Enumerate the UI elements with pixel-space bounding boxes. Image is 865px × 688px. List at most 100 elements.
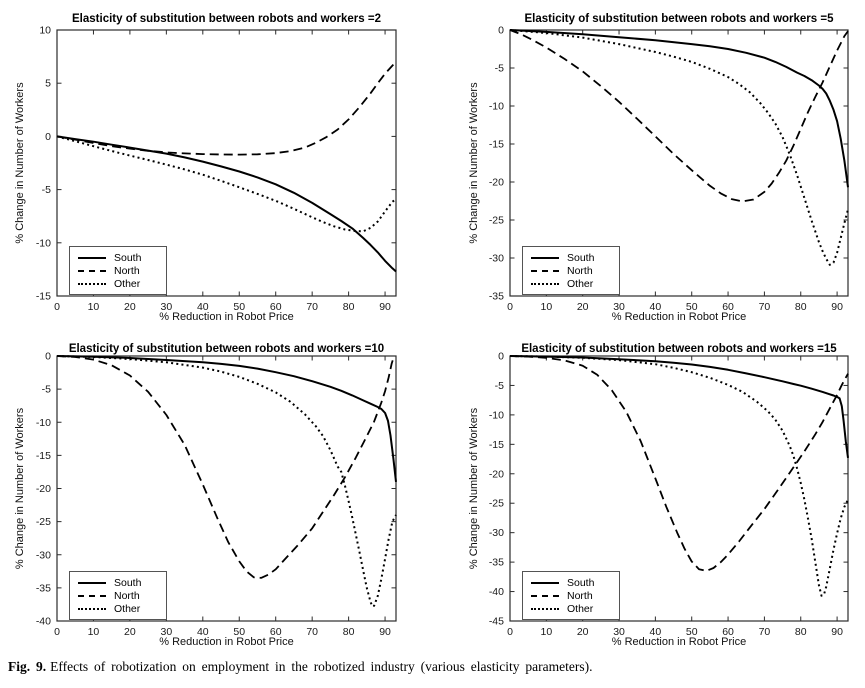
svg-text:-25: -25 <box>36 516 51 528</box>
dotted-line-sample <box>531 607 559 610</box>
svg-text:-30: -30 <box>489 253 504 265</box>
svg-text:0: 0 <box>498 25 504 37</box>
svg-text:90: 90 <box>831 301 843 313</box>
svg-text:-10: -10 <box>36 237 51 249</box>
x-axis-label: % Reduction in Robot Price <box>159 636 294 648</box>
svg-text:40: 40 <box>197 626 209 638</box>
svg-text:-10: -10 <box>489 101 504 113</box>
svg-text:-20: -20 <box>489 468 504 480</box>
dashed-line-sample <box>531 269 559 272</box>
legend-item-north: North <box>523 264 619 277</box>
svg-text:0: 0 <box>54 626 60 638</box>
svg-text:0: 0 <box>507 301 513 313</box>
line-chart: 0 10 20 30 40 50 60 70 80 90 0 -5 -10 -15 -20 -25 -30 -35… <box>489 351 849 638</box>
svg-text:10: 10 <box>541 301 553 313</box>
svg-text:30: 30 <box>613 301 625 313</box>
svg-text:50: 50 <box>233 301 245 313</box>
subplot-elasticity-10: Elasticity of substitution between robot… <box>0 343 432 654</box>
svg-text:90: 90 <box>831 626 843 638</box>
svg-text:5: 5 <box>45 78 51 90</box>
solid-line-sample <box>531 581 559 584</box>
svg-text:80: 80 <box>795 301 807 313</box>
svg-text:-25: -25 <box>489 215 504 227</box>
legend-item-south: South <box>70 251 166 264</box>
svg-text:60: 60 <box>270 626 282 638</box>
svg-text:40: 40 <box>197 301 209 313</box>
legend-item-other: Other <box>523 277 619 290</box>
caption-label: Fig. 9. <box>8 659 47 674</box>
svg-text:-5: -5 <box>495 380 504 392</box>
legend-label: North <box>567 589 593 602</box>
chart-title: Elasticity of substitution between robot… <box>524 13 834 25</box>
svg-text:40: 40 <box>650 301 662 313</box>
solid-line-sample <box>78 581 106 584</box>
svg-text:80: 80 <box>343 301 355 313</box>
legend-item-other: Other <box>70 277 166 290</box>
legend-label: Other <box>114 277 141 290</box>
svg-text:-15: -15 <box>36 291 51 303</box>
svg-text:40: 40 <box>650 626 662 638</box>
svg-text:-10: -10 <box>36 417 51 429</box>
legend-item-other: Other <box>523 602 619 615</box>
legend-item-south: South <box>523 576 619 589</box>
legend-label: South <box>114 576 142 589</box>
legend-label: Other <box>567 277 594 290</box>
line-chart: 0 10 20 30 40 50 60 70 80 90 0 -5 -10 -15 -20 -25 -30 -35… <box>36 351 397 638</box>
svg-text:-5: -5 <box>495 63 504 75</box>
svg-text:-5: -5 <box>42 184 51 196</box>
subplot-elasticity-2: Elasticity of substitution between robot… <box>0 0 432 344</box>
svg-text:90: 90 <box>379 626 391 638</box>
svg-text:70: 70 <box>759 626 771 638</box>
legend-item-other: Other <box>70 602 166 615</box>
figure-caption: Fig. 9. Effects of robotization on employ… <box>8 659 592 675</box>
dotted-line-sample <box>78 607 106 610</box>
legend: South North Other <box>522 571 620 620</box>
svg-text:-40: -40 <box>36 616 51 628</box>
dashed-line-sample <box>531 594 559 597</box>
x-axis-label: % Reduction in Robot Price <box>159 311 294 323</box>
legend-label: North <box>114 589 140 602</box>
legend-label: South <box>114 251 142 264</box>
legend-item-south: South <box>70 576 166 589</box>
solid-line-sample <box>78 256 106 259</box>
svg-text:30: 30 <box>161 301 173 313</box>
legend: South North Other <box>69 246 167 295</box>
svg-text:20: 20 <box>124 301 136 313</box>
line-chart: 0 10 20 30 40 50 60 70 80 90 0 -5 -10 -15 -20 -25 -30 -35 <box>489 25 849 313</box>
x-axis-label: % Reduction in Robot Price <box>611 636 747 648</box>
svg-text:0: 0 <box>54 301 60 313</box>
svg-text:80: 80 <box>795 626 807 638</box>
svg-text:60: 60 <box>722 626 734 638</box>
legend-label: North <box>114 264 140 277</box>
caption-text: Effects of robotization on employment in… <box>50 659 593 674</box>
legend: South North Other <box>69 571 167 620</box>
legend-item-north: North <box>523 589 619 602</box>
svg-text:0: 0 <box>45 351 51 363</box>
legend: South North Other <box>522 246 620 295</box>
svg-text:50: 50 <box>686 301 698 313</box>
svg-text:20: 20 <box>577 301 589 313</box>
svg-text:-40: -40 <box>489 586 504 598</box>
svg-text:-15: -15 <box>489 439 504 451</box>
chart-title: Elasticity of substitution between robot… <box>68 343 385 355</box>
svg-text:20: 20 <box>124 626 136 638</box>
svg-text:60: 60 <box>270 301 282 313</box>
legend-label: Other <box>114 602 141 615</box>
subplot-elasticity-5: Elasticity of substitution between robot… <box>433 0 865 344</box>
svg-text:80: 80 <box>343 626 355 638</box>
legend-item-south: South <box>523 251 619 264</box>
svg-text:70: 70 <box>759 301 771 313</box>
chart-title: Elasticity of substitution between robot… <box>521 343 837 355</box>
svg-text:-15: -15 <box>36 450 51 462</box>
svg-text:-35: -35 <box>489 557 504 569</box>
svg-text:60: 60 <box>722 301 734 313</box>
x-axis-label: % Reduction in Robot Price <box>611 311 747 323</box>
dotted-line-sample <box>78 282 106 285</box>
svg-text:-45: -45 <box>489 616 504 628</box>
svg-text:0: 0 <box>498 351 504 363</box>
dashed-line-sample <box>78 269 106 272</box>
svg-text:-30: -30 <box>36 549 51 561</box>
svg-text:-30: -30 <box>489 527 504 539</box>
dotted-line-sample <box>531 282 559 285</box>
